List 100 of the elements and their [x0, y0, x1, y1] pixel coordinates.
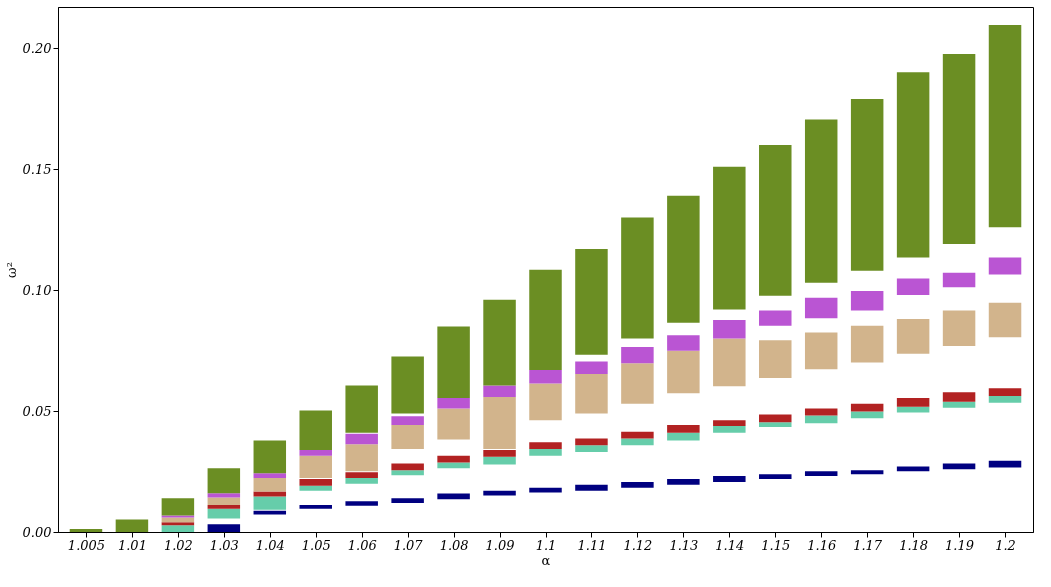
bar [575, 484, 608, 491]
x-tick-label: 1.15 [761, 537, 791, 553]
bar [667, 432, 700, 441]
bar [759, 474, 792, 480]
bar [896, 72, 930, 258]
bar [850, 325, 884, 363]
bar [391, 463, 424, 471]
bar [161, 498, 195, 516]
y-tick-label: 0.05 [22, 403, 52, 419]
bar [896, 397, 930, 407]
x-tick-label: 1.1 [535, 537, 557, 553]
x-tick-label: 1.2 [995, 537, 1016, 553]
bar [299, 455, 332, 479]
bar [621, 481, 654, 488]
bar [483, 456, 516, 465]
x-tick-label: 1.11 [577, 537, 607, 553]
x-tick-label: 1.07 [393, 537, 424, 553]
bar [713, 166, 746, 310]
y-tick-label: 0.20 [22, 40, 52, 56]
bar [161, 525, 195, 532]
bar [667, 425, 700, 433]
bar [759, 310, 792, 326]
bar [667, 479, 700, 485]
bar [529, 369, 562, 384]
bar [621, 438, 654, 446]
x-tick-label: 1.005 [67, 537, 106, 553]
bar [988, 24, 1022, 228]
bar [713, 476, 746, 482]
bar [667, 195, 700, 323]
y-tick-label: 0.10 [22, 282, 52, 298]
bar [850, 470, 884, 475]
x-tick-label: 1.16 [807, 537, 837, 553]
bar [575, 374, 608, 414]
bar [942, 392, 976, 402]
bar [575, 445, 608, 452]
bar [207, 497, 241, 505]
bar [988, 388, 1022, 397]
bar [942, 53, 976, 245]
bar [299, 504, 332, 509]
bar [253, 496, 287, 510]
x-tick-label: 1.17 [853, 537, 883, 553]
bar [69, 529, 103, 532]
bar [299, 449, 332, 456]
bar [437, 326, 470, 398]
x-tick-label: 1.08 [439, 537, 469, 553]
bar [575, 438, 608, 446]
bar [575, 361, 608, 375]
bar [804, 471, 838, 477]
bar [483, 299, 516, 386]
bar [207, 508, 241, 519]
bar [850, 98, 884, 271]
bar [988, 302, 1022, 338]
bar [667, 350, 700, 394]
bar [850, 291, 884, 311]
bar [483, 385, 516, 397]
bar [896, 466, 930, 472]
bar [161, 522, 195, 526]
bar [942, 310, 976, 346]
bar [988, 257, 1022, 275]
bar [161, 517, 195, 523]
x-tick-label: 1.05 [301, 537, 331, 553]
y-tick-label: 0.15 [22, 161, 52, 177]
bar [804, 332, 838, 370]
bar [942, 272, 976, 288]
bar [253, 440, 287, 474]
x-tick-label: 1.06 [347, 537, 377, 553]
bar [207, 493, 241, 498]
bar [207, 468, 241, 494]
x-tick-label: 1.19 [945, 537, 975, 553]
bar [713, 420, 746, 427]
bar [713, 338, 746, 387]
bar [391, 416, 424, 426]
x-tick-label: 1.13 [669, 537, 699, 553]
x-tick-label: 1.02 [163, 537, 193, 553]
bar [896, 319, 930, 354]
bar [483, 449, 516, 457]
bar [529, 449, 562, 456]
bar [529, 442, 562, 450]
bar [483, 397, 516, 450]
bar [529, 269, 562, 370]
bar [529, 487, 562, 493]
bar [437, 397, 470, 409]
bar [942, 401, 976, 408]
x-axis-title: α [541, 552, 551, 568]
y-axis-title: ω² [3, 262, 19, 278]
bar [759, 422, 792, 427]
bar [299, 410, 332, 450]
bar [850, 403, 884, 412]
bar [713, 426, 746, 433]
bar [253, 478, 287, 492]
bar [299, 485, 332, 491]
bar [207, 504, 241, 509]
x-tick-label: 1.03 [209, 537, 239, 553]
x-tick-label: 1.18 [899, 537, 929, 553]
bar [253, 510, 287, 515]
bar [437, 455, 470, 463]
bar [621, 363, 654, 404]
bar [391, 470, 424, 476]
bar [759, 144, 792, 296]
bar [253, 473, 287, 479]
